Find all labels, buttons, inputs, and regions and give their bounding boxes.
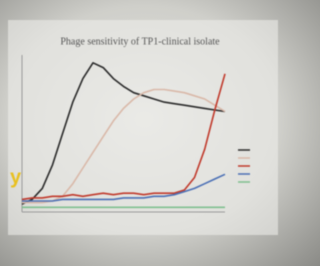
paper <box>8 20 278 235</box>
chart: Phage sensitivity of TP1-clinical isolat… <box>0 0 294 266</box>
chart-title: Phage sensitivity of TP1-clinical isolat… <box>60 36 220 47</box>
text-fragment: y <box>10 166 22 188</box>
